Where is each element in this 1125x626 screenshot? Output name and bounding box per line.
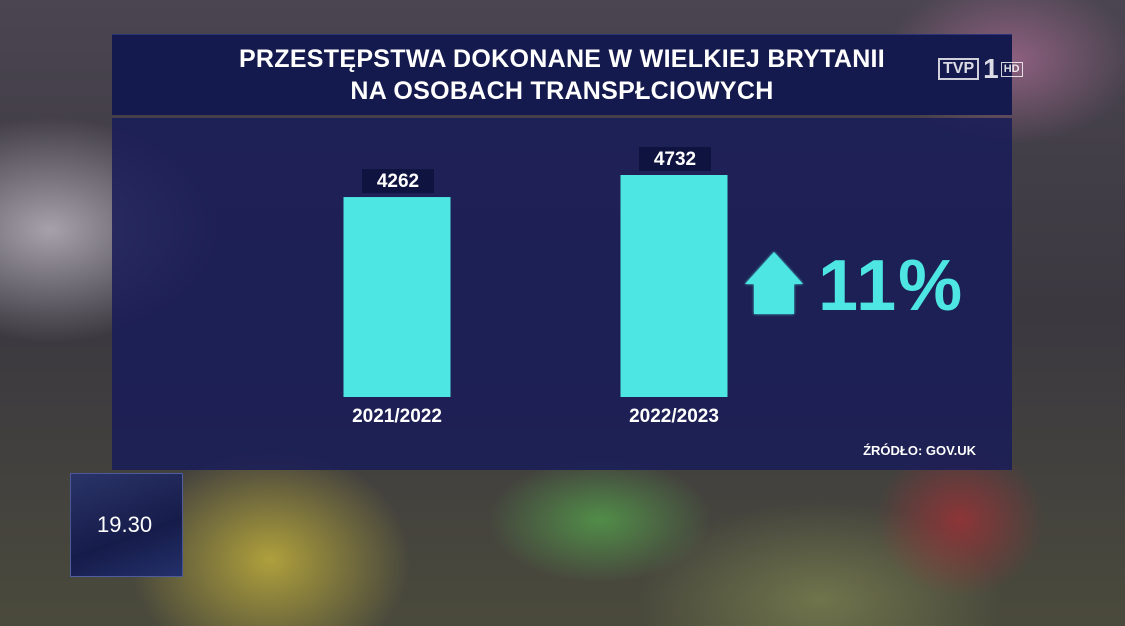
source-label: ŹRÓDŁO: GOV.UK <box>863 443 977 458</box>
change-indicator: 11% <box>745 246 964 326</box>
bar-2022-2023 <box>620 175 728 397</box>
title-line-1: PRZESTĘPSTWA DOKONANE W WIELKIEJ BRYTANI… <box>238 45 886 73</box>
clock-time: 19.30 <box>97 512 153 537</box>
logo-channel-number: 1 <box>983 53 999 84</box>
category-label: 2021/2022 <box>352 406 442 427</box>
hd-badge: HD <box>1000 61 1023 77</box>
up-arrow-icon <box>745 252 803 314</box>
broadcast-clock: 19.30 <box>70 473 183 577</box>
logo-text: TVP <box>938 58 980 80</box>
value-label-box <box>362 169 434 194</box>
chart-title-bar: PRZESTĘPSTWA DOKONANE W WIELKIEJ BRYTANI… <box>112 34 1012 115</box>
value-label-box <box>639 147 711 171</box>
change-percent-label: 11% <box>818 246 964 326</box>
category-label: 2022/2023 <box>629 406 719 427</box>
value-label: 4262 <box>377 171 419 192</box>
bar-2021-2022 <box>343 197 451 397</box>
chart-panel <box>112 118 1012 470</box>
value-label: 4732 <box>654 149 696 170</box>
title-line-2: NA OSOBACH TRANSPŁCIOWYCH <box>350 77 774 105</box>
tvp1-logo: TVP 1 HD <box>938 53 1023 84</box>
